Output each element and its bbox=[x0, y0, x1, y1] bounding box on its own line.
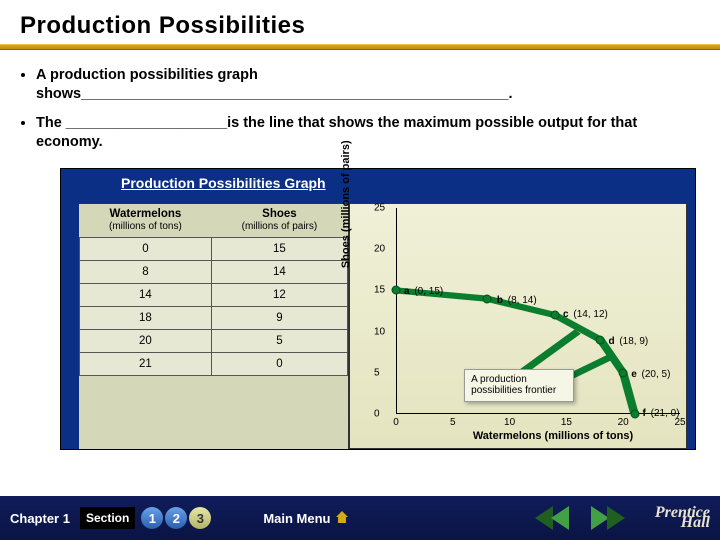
data-point-c bbox=[551, 311, 560, 320]
prev-arrow-icon[interactable] bbox=[533, 504, 589, 532]
slide-title: Production Possibilities bbox=[0, 0, 720, 44]
x-tick: 0 bbox=[393, 417, 399, 428]
data-point-a bbox=[392, 286, 401, 295]
home-icon[interactable] bbox=[334, 509, 350, 528]
data-point-f bbox=[630, 410, 639, 419]
callout-frontier: A production possibilities frontier bbox=[464, 369, 574, 402]
y-tick: 20 bbox=[374, 244, 385, 255]
point-label-a: a (0, 15) bbox=[404, 286, 443, 297]
x-tick: 5 bbox=[450, 417, 456, 428]
table-row: 189 bbox=[80, 306, 348, 329]
nav-arrows bbox=[533, 504, 645, 532]
y-tick: 15 bbox=[374, 285, 385, 296]
col1-header: Watermelons (millions of tons) bbox=[80, 204, 212, 237]
brand-logo: PrenticeHall bbox=[655, 506, 710, 531]
y-tick: 0 bbox=[374, 409, 380, 420]
table-row: 1412 bbox=[80, 283, 348, 306]
section-button[interactable]: Section bbox=[80, 507, 135, 529]
x-tick: 20 bbox=[618, 417, 629, 428]
chart-container: Production Possibilities Graph Watermelo… bbox=[60, 168, 696, 450]
footer-bar: Chapter 1 Section 1 2 3 Main Menu Prenti… bbox=[0, 496, 720, 540]
point-label-c: c (14, 12) bbox=[563, 309, 608, 320]
x-tick: 10 bbox=[504, 417, 515, 428]
y-tick: 5 bbox=[374, 367, 380, 378]
bullet-2: The ____________________is the line that… bbox=[36, 114, 698, 152]
data-point-b bbox=[482, 294, 491, 303]
table-row: 210 bbox=[80, 352, 348, 375]
divider bbox=[0, 44, 720, 50]
bullet-list: A production possibilities graph shows__… bbox=[0, 58, 720, 151]
point-label-d: d (18, 9) bbox=[608, 336, 648, 347]
section-pill-1[interactable]: 1 bbox=[141, 507, 163, 529]
table-row: 205 bbox=[80, 329, 348, 352]
data-point-e bbox=[619, 368, 628, 377]
point-label-e: e (20, 5) bbox=[631, 369, 670, 380]
point-label-b: b (8, 14) bbox=[497, 295, 537, 306]
point-label-f: f (21, 0) bbox=[643, 408, 680, 419]
main-menu-button[interactable]: Main Menu bbox=[263, 511, 330, 526]
bullet-1: A production possibilities graph shows__… bbox=[36, 66, 698, 104]
section-pill-3[interactable]: 3 bbox=[189, 507, 211, 529]
x-tick: 15 bbox=[561, 417, 572, 428]
section-pill-2[interactable]: 2 bbox=[165, 507, 187, 529]
plot-area: Shoes (millions of pairs) Watermelons (m… bbox=[349, 203, 687, 449]
y-tick: 10 bbox=[374, 326, 385, 337]
chapter-label[interactable]: Chapter 1 bbox=[10, 511, 70, 526]
data-point-d bbox=[596, 335, 605, 344]
col2-header: Shoes (millions of pairs) bbox=[211, 204, 347, 237]
y-tick: 25 bbox=[374, 203, 385, 214]
next-arrow-icon[interactable] bbox=[589, 504, 645, 532]
x-axis-label: Watermelons (millions of tons) bbox=[426, 430, 680, 442]
data-table: Watermelons (millions of tons) Shoes (mi… bbox=[79, 203, 349, 449]
table-row: 015 bbox=[80, 237, 348, 260]
chart-title: Production Possibilities Graph bbox=[61, 169, 695, 197]
y-axis-label: Shoes (millions of pairs) bbox=[340, 140, 352, 268]
table-row: 814 bbox=[80, 260, 348, 283]
